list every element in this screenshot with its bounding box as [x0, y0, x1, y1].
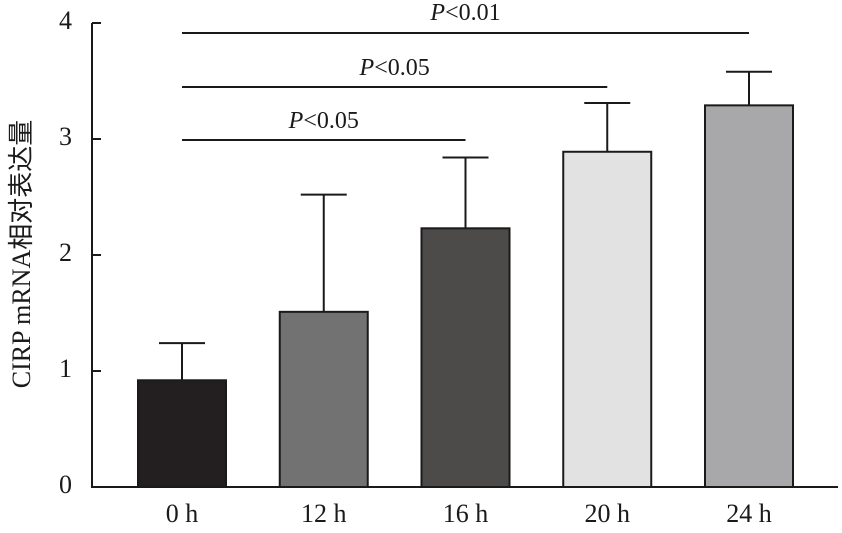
significance-label-1: P<0.05: [359, 55, 430, 81]
bar-4: [704, 104, 794, 489]
bar-1: [278, 310, 369, 488]
x-tick-label-4: 24 h: [726, 499, 772, 528]
significance-p-2: P: [429, 0, 445, 26]
bar-3: [562, 150, 653, 488]
y-tick-label-1: 1: [59, 354, 72, 383]
y-tick-label-0: 0: [59, 470, 72, 499]
significance-label-2: P<0.01: [429, 0, 500, 26]
x-tick-label-3: 20 h: [585, 499, 631, 528]
y-tick-label-4: 4: [59, 6, 72, 35]
significance-threshold-0: <0.05: [303, 108, 359, 134]
significance-threshold-2: <0.01: [445, 0, 501, 26]
x-tick-label-0: 0 h: [166, 499, 199, 528]
significance-threshold-1: <0.05: [374, 55, 430, 81]
y-axis-title-group: CIRP mRNA相对表达量: [7, 120, 36, 388]
bar-0: [137, 379, 227, 488]
x-tick-label-1: 12 h: [301, 499, 347, 528]
significance-p-1: P: [359, 55, 375, 81]
y-tick-label-2: 2: [59, 238, 72, 267]
significance-label-0: P<0.05: [288, 108, 359, 134]
bar-2: [420, 227, 511, 488]
x-tick-label-2: 16 h: [443, 499, 489, 528]
y-tick-label-3: 3: [59, 122, 72, 151]
y-axis-title: CIRP mRNA相对表达量: [7, 120, 36, 388]
significance-p-0: P: [288, 108, 304, 134]
